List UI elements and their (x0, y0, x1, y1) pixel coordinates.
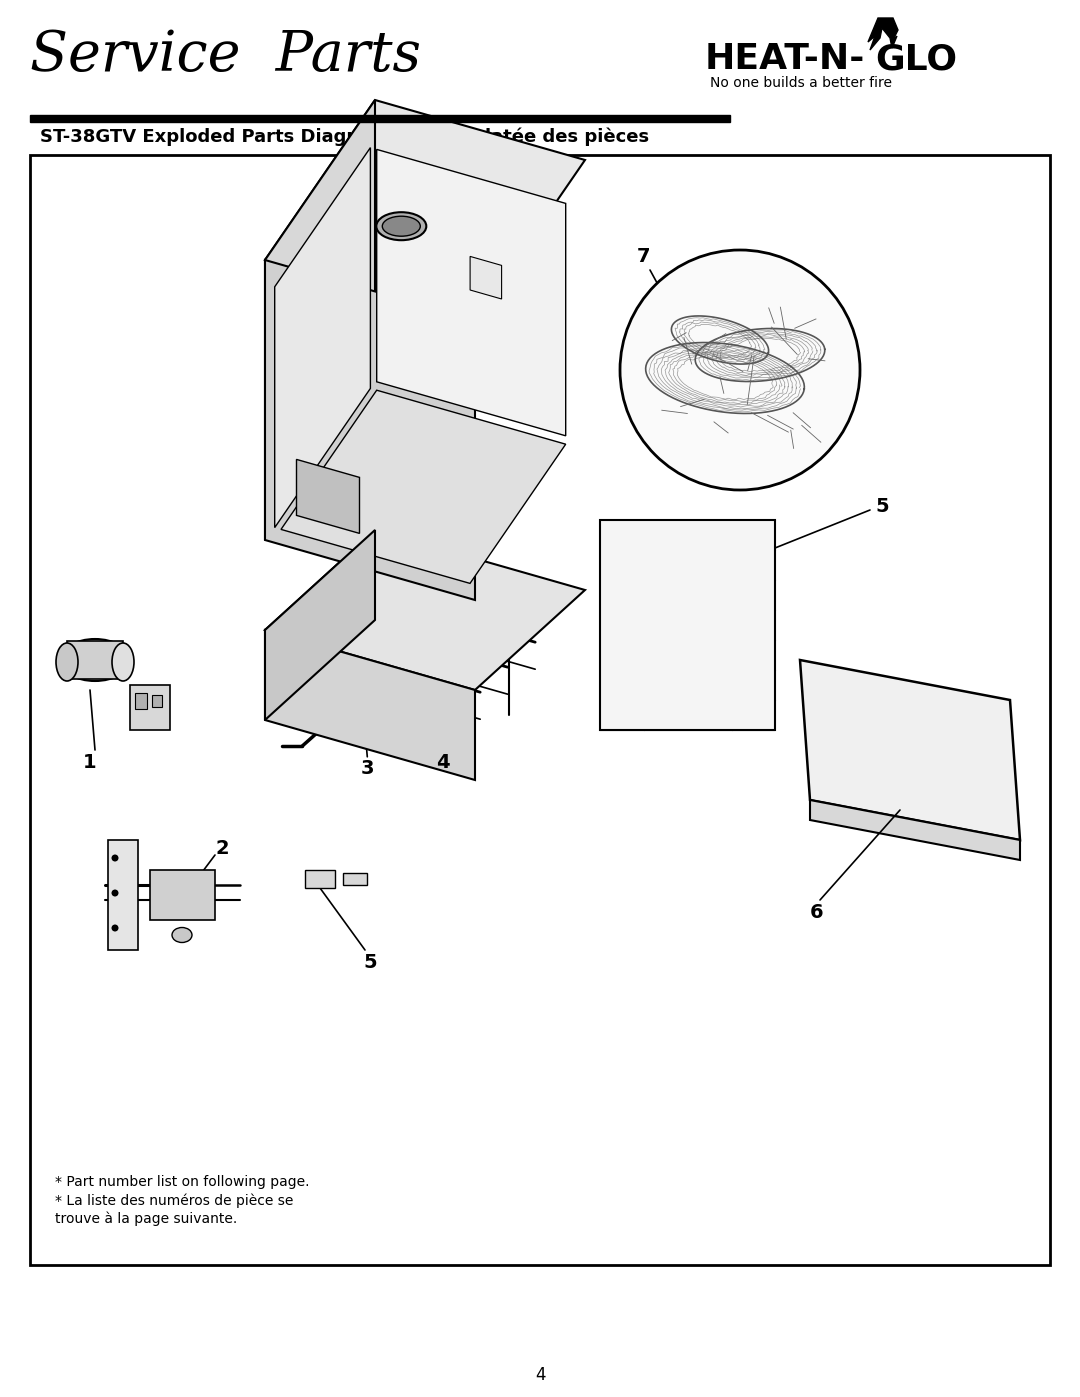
Text: 5: 5 (363, 954, 377, 972)
Ellipse shape (56, 643, 78, 680)
Bar (152, 694, 162, 707)
Polygon shape (868, 18, 897, 50)
Ellipse shape (172, 928, 192, 943)
Circle shape (111, 890, 119, 897)
Circle shape (111, 925, 119, 932)
Polygon shape (265, 529, 585, 690)
Text: HEAT-N-: HEAT-N- (705, 42, 865, 75)
Bar (305, 870, 335, 888)
Text: * Part number list on following page.: * Part number list on following page. (55, 1175, 310, 1189)
Ellipse shape (376, 212, 427, 240)
Circle shape (111, 855, 119, 862)
Ellipse shape (112, 643, 134, 680)
Polygon shape (274, 148, 370, 528)
Text: 7: 7 (637, 246, 651, 265)
Bar (30, 155, 1050, 1266)
Bar (30, 115, 730, 122)
Bar (343, 873, 367, 886)
Polygon shape (265, 101, 585, 320)
Text: ST-38GTV Exploded Parts Diagram  /  Vue éclatée des pièces: ST-38GTV Exploded Parts Diagram / Vue éc… (40, 129, 649, 147)
Text: 1: 1 (83, 753, 97, 771)
Text: * La liste des numéros de pièce se: * La liste des numéros de pièce se (55, 1193, 294, 1207)
Polygon shape (297, 460, 360, 534)
Polygon shape (265, 630, 475, 780)
Bar (67, 641, 123, 679)
Circle shape (620, 250, 860, 490)
Text: 5: 5 (875, 496, 889, 515)
Text: 4: 4 (435, 753, 449, 771)
Polygon shape (108, 840, 138, 950)
Text: 4: 4 (535, 1366, 545, 1384)
Ellipse shape (382, 217, 420, 236)
Ellipse shape (60, 638, 130, 680)
Text: 6: 6 (810, 902, 824, 922)
Polygon shape (265, 529, 375, 719)
Polygon shape (281, 390, 566, 584)
Polygon shape (800, 659, 1020, 840)
Text: Service  Parts: Service Parts (30, 28, 421, 82)
Polygon shape (600, 520, 775, 731)
Text: GLO: GLO (875, 42, 957, 75)
Polygon shape (265, 260, 475, 599)
Text: No one builds a better fire: No one builds a better fire (710, 75, 892, 89)
Polygon shape (265, 101, 375, 541)
Bar (150, 870, 215, 921)
Text: trouve à la page suivante.: trouve à la page suivante. (55, 1211, 238, 1225)
Text: 3: 3 (361, 760, 374, 778)
Bar (135, 693, 147, 710)
Polygon shape (377, 149, 566, 436)
Polygon shape (470, 257, 501, 299)
Bar (130, 685, 170, 731)
Text: 2: 2 (215, 838, 229, 858)
Polygon shape (810, 800, 1020, 861)
